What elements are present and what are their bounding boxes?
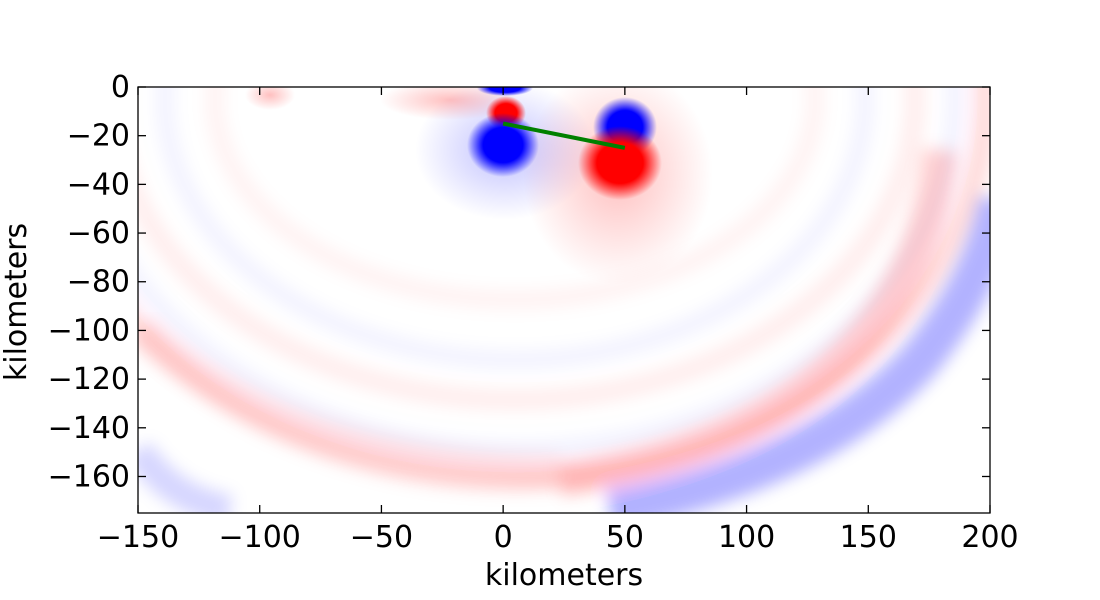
x-tick-label: 0: [494, 520, 513, 555]
x-tick-label: −50: [350, 520, 413, 555]
y-axis-ticks: 0 −20 −40 −60 −80 −100 −120 −140 −160: [48, 70, 990, 494]
right-wave-red: [557, 148, 957, 497]
y-axis-label: kilometers: [0, 223, 34, 381]
x-axis-label: kilometers: [485, 558, 643, 593]
lobe-blue-lower-left: [467, 113, 539, 177]
wavefront-ring-mid-blue: [156, 87, 874, 369]
y-tick-label: −80: [67, 265, 130, 300]
lobe-red-right: [578, 126, 662, 200]
fault-line: [502, 121, 626, 150]
x-axis-ticks: −150 −100 −50 0 50 100 150 200: [97, 87, 1019, 555]
bottom-left-blue-band: [138, 441, 233, 513]
x-tick-label: −100: [219, 520, 301, 555]
x-tick-label: 150: [840, 520, 897, 555]
y-tick-label: −40: [67, 167, 130, 202]
y-tick-label: −20: [67, 119, 130, 154]
plot-frame: [137, 86, 991, 514]
wavefront-ring-mid-red: [138, 87, 925, 410]
bottom-red-band: [138, 318, 561, 485]
wavefront-ring-outer-blue: [138, 87, 964, 459]
x-tick-label: 50: [606, 520, 644, 555]
wavefront-ring-inner-red: [206, 87, 824, 309]
y-tick-label: −120: [48, 362, 130, 397]
x-tick-label: −150: [97, 520, 179, 555]
lobe-blue-top: [477, 87, 533, 96]
y-tick-label: −160: [48, 459, 130, 494]
y-tick-label: −100: [48, 313, 130, 348]
halo-red-top-left: [245, 87, 295, 110]
y-tick-label: −60: [67, 216, 130, 251]
x-tick-label: 200: [961, 520, 1018, 555]
halo-red-top: [380, 87, 520, 120]
right-wave-blue: [606, 195, 990, 513]
right-wave-arc: [557, 148, 990, 513]
heatmap-field: [138, 87, 990, 513]
y-tick-label: 0: [111, 70, 130, 105]
y-tick-label: −140: [48, 411, 130, 446]
x-tick-label: 100: [718, 520, 775, 555]
